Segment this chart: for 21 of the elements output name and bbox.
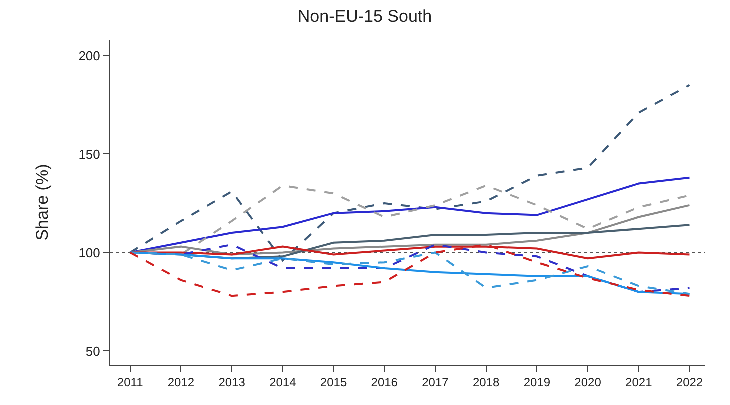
x-tick-label: 2020 [574,375,602,390]
x-tick-label: 2019 [524,375,551,390]
x-tick-label: 2017 [422,375,450,390]
line-series [129,204,691,256]
x-tick-label: 2018 [472,375,500,390]
chart-title: Non-EU-15 South [298,7,432,26]
line-series [129,252,691,296]
x-tick-label: 2016 [371,375,398,390]
y-tick-label: 100 [78,245,100,260]
x-tick-label: 2012 [168,375,195,390]
x-tick-label: 2021 [626,375,653,390]
x-tick-label: 2022 [676,375,704,390]
y-tick-label: 200 [78,48,100,64]
y-tick-label: 50 [86,344,100,359]
line-series [129,84,691,262]
x-tick-label: 2015 [320,375,348,390]
y-axis-title: Share (%) [33,164,52,241]
x-tick-label: 2011 [117,375,144,390]
y-tick-label: 150 [78,146,100,162]
x-tick-label: 2013 [218,375,246,390]
x-tick-label: 2014 [270,375,297,390]
